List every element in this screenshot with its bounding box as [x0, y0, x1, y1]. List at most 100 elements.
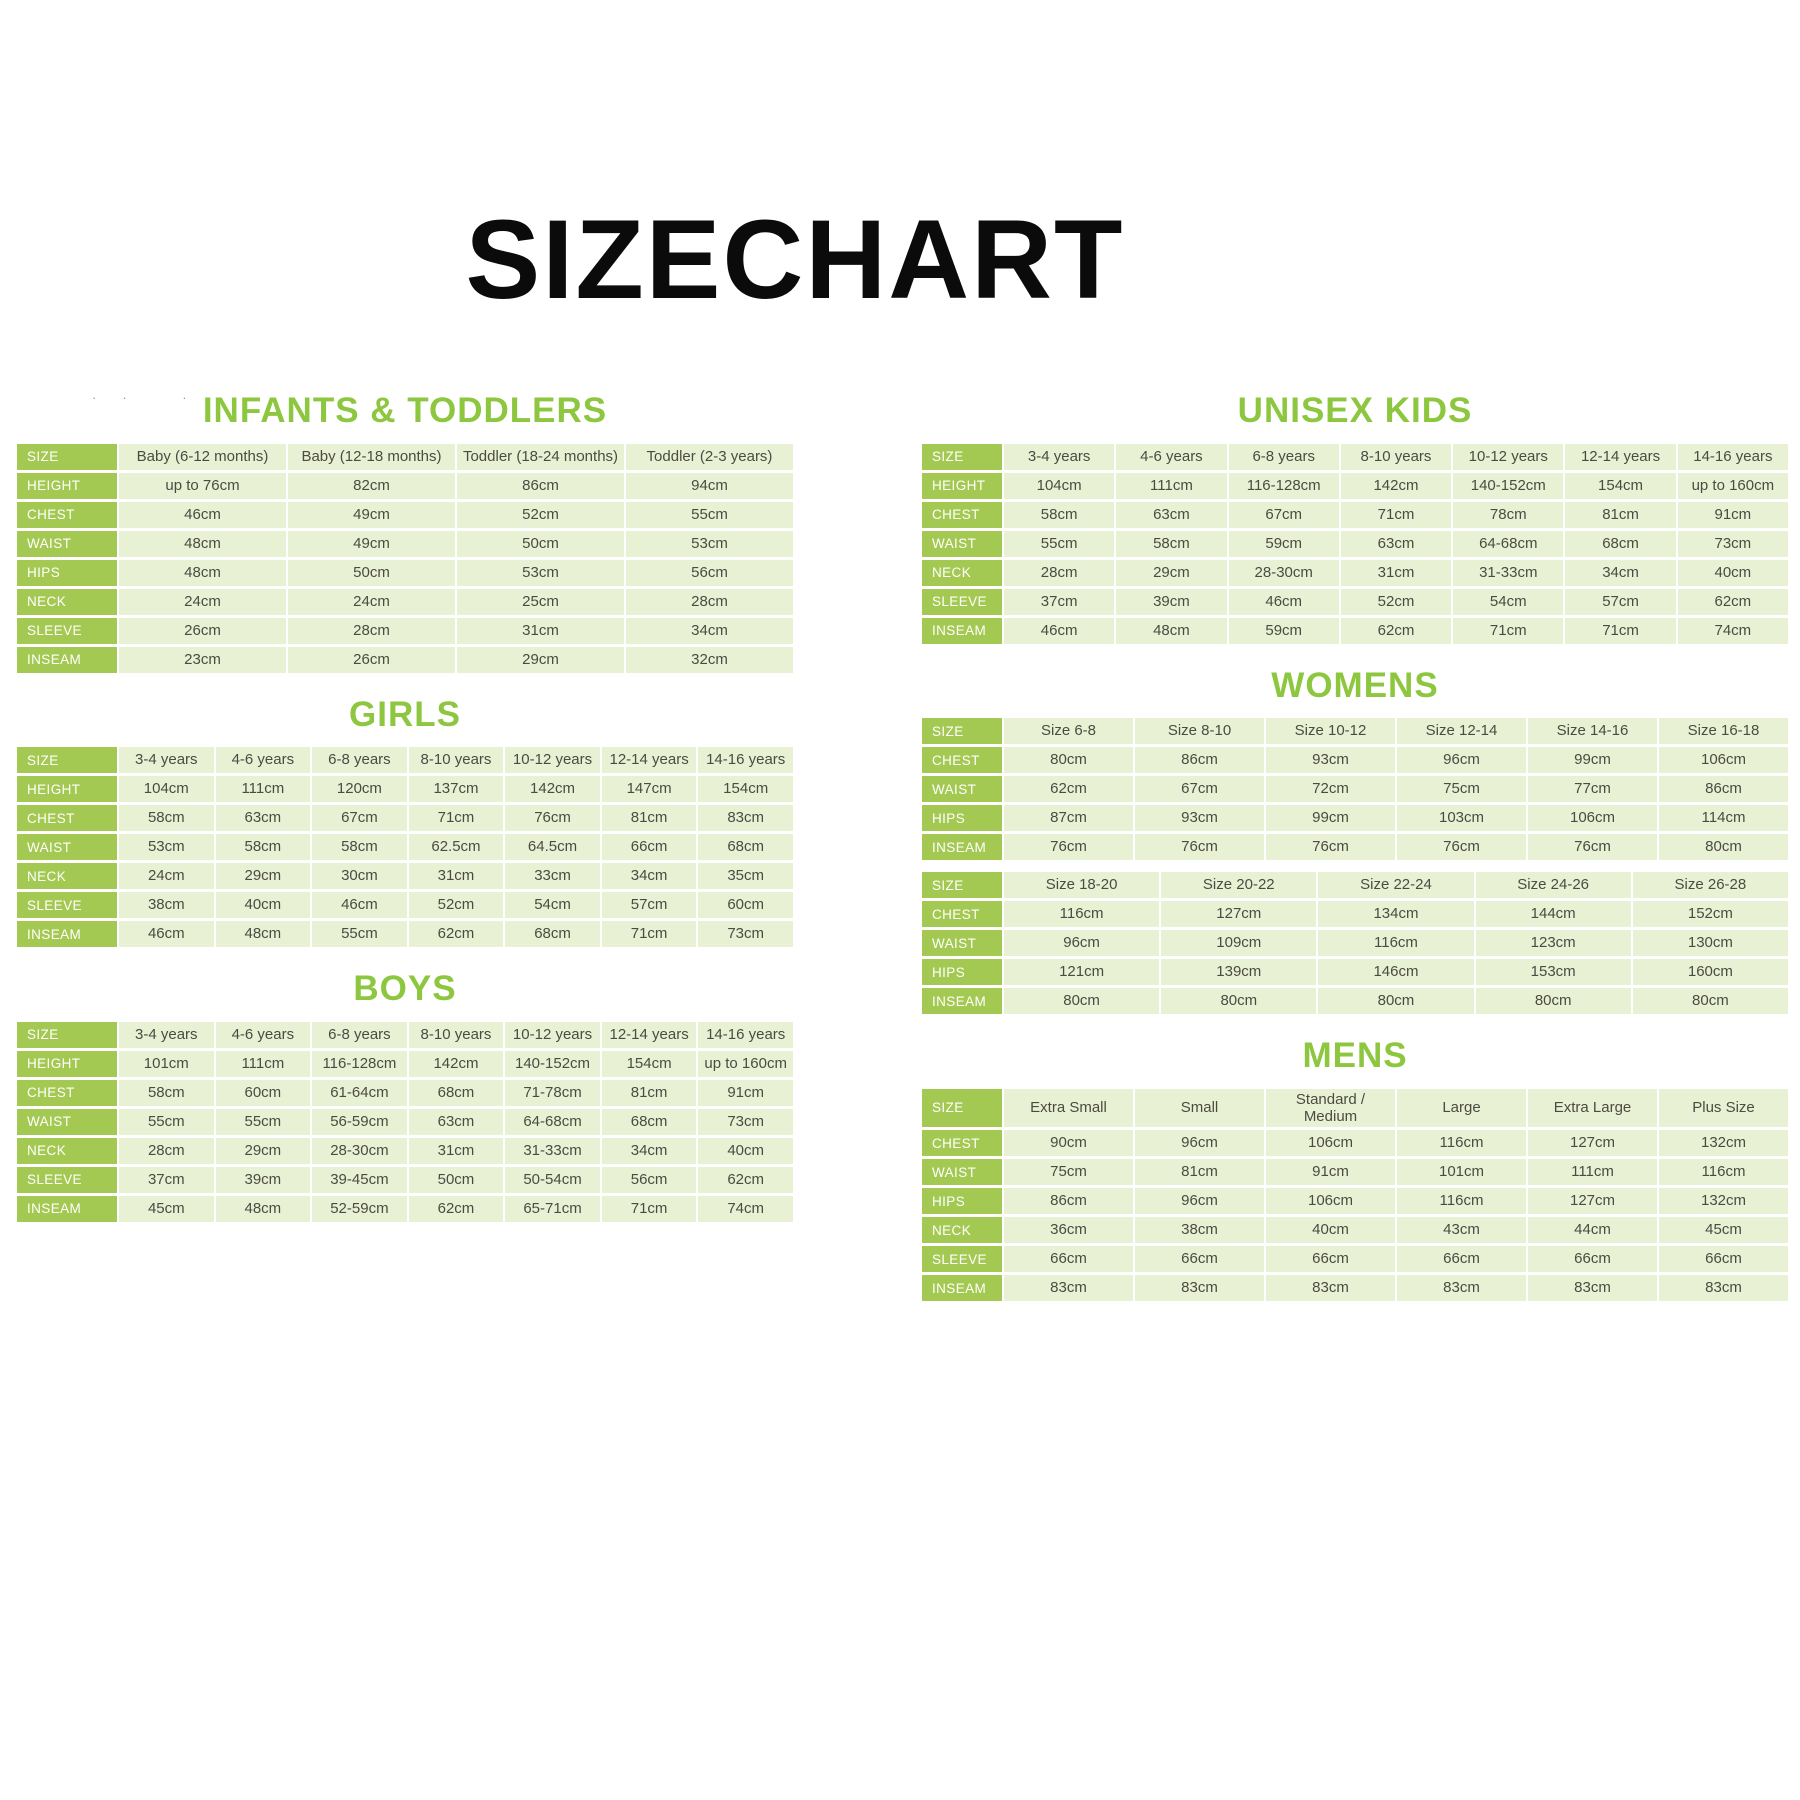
- cell: 160cm: [1632, 959, 1788, 985]
- cell: 35cm: [698, 863, 793, 889]
- cell: 96cm: [1004, 930, 1160, 956]
- row-label: INSEAM: [17, 1195, 117, 1222]
- column-header: Size 12-14: [1397, 718, 1526, 744]
- cell: 31cm: [408, 863, 504, 889]
- cell: 147cm: [601, 776, 697, 802]
- cell: 94cm: [626, 472, 793, 499]
- cell: 90cm: [1004, 1130, 1133, 1156]
- cell: 48cm: [119, 530, 286, 557]
- cell: 123cm: [1475, 930, 1631, 956]
- boys-table-1: SIZE 3-4 years 4-6 years 6-8 years 8-10 year…: [15, 1019, 795, 1225]
- cell: 142cm: [505, 776, 600, 802]
- size-row-label: SIZE: [17, 443, 117, 470]
- cell: 55cm: [312, 921, 407, 947]
- column-header: 8-10 years: [408, 747, 504, 773]
- cell: 45cm: [119, 1195, 214, 1222]
- cell: 67cm: [1135, 776, 1264, 802]
- column-header: Size 20-22: [1161, 872, 1317, 898]
- cell: 96cm: [1135, 1188, 1264, 1214]
- cell: 127cm: [1161, 901, 1317, 927]
- cell: 99cm: [1528, 747, 1657, 773]
- column-header: Size 10-12: [1266, 718, 1395, 744]
- cell: 24cm: [288, 588, 455, 615]
- cell: 121cm: [1004, 959, 1160, 985]
- cell: 55cm: [215, 1108, 311, 1135]
- cell: 44cm: [1528, 1217, 1657, 1243]
- section-boys: BOYS SIZE 3-4 years 4-6 years 6-8 years 8-10 …: [15, 969, 795, 1225]
- column-header: 6-8 years: [1228, 443, 1339, 470]
- cell: 50cm: [457, 530, 624, 557]
- cell: 29cm: [215, 863, 311, 889]
- cell: 71cm: [1565, 617, 1676, 644]
- cell: 91cm: [1677, 501, 1788, 528]
- cell: 36cm: [1004, 1217, 1133, 1243]
- cell: 91cm: [698, 1079, 793, 1106]
- cell: 58cm: [1116, 530, 1227, 557]
- row-label: CHEST: [17, 501, 117, 528]
- cell: 39-45cm: [312, 1166, 407, 1193]
- size-row-label: SIZE: [17, 1021, 117, 1048]
- cell: 64-68cm: [505, 1108, 600, 1135]
- cell: 81cm: [601, 805, 697, 831]
- cell: 80cm: [1004, 747, 1133, 773]
- row-label: CHEST: [922, 747, 1002, 773]
- cell: 71cm: [1340, 501, 1452, 528]
- cell: 139cm: [1161, 959, 1317, 985]
- cell: 68cm: [408, 1079, 504, 1106]
- cell: 76cm: [1266, 834, 1395, 860]
- cell: 55cm: [626, 501, 793, 528]
- cell: 104cm: [1004, 472, 1115, 499]
- cell: 83cm: [698, 805, 793, 831]
- cell: 63cm: [1116, 501, 1227, 528]
- cell: 52-59cm: [312, 1195, 407, 1222]
- row-label: SLEEVE: [922, 588, 1002, 615]
- cell: 37cm: [119, 1166, 214, 1193]
- size-row-label: SIZE: [922, 718, 1002, 744]
- cell: 53cm: [457, 559, 624, 586]
- cell: 86cm: [457, 472, 624, 499]
- cell: 83cm: [1659, 1275, 1788, 1301]
- cell: 116-128cm: [312, 1050, 407, 1077]
- column-header: 4-6 years: [215, 747, 311, 773]
- cell: 91cm: [1266, 1159, 1395, 1185]
- column-header: Small: [1135, 1088, 1264, 1127]
- column-header: Toddler (2-3 years): [626, 443, 793, 470]
- cell: 116cm: [1397, 1130, 1526, 1156]
- cell: 66cm: [1004, 1246, 1133, 1272]
- column-header: 3-4 years: [1004, 443, 1115, 470]
- size-row-label: SIZE: [922, 1088, 1002, 1127]
- column-header: 6-8 years: [312, 1021, 407, 1048]
- cell: 34cm: [601, 1137, 697, 1164]
- cell: 57cm: [1565, 588, 1676, 615]
- cell: 59cm: [1228, 530, 1339, 557]
- cell: 30cm: [312, 863, 407, 889]
- row-label: NECK: [922, 1217, 1002, 1243]
- column-header: Large: [1397, 1088, 1526, 1127]
- cell: 62cm: [408, 921, 504, 947]
- cell: 82cm: [288, 472, 455, 499]
- cell: 59cm: [1228, 617, 1339, 644]
- cell: 80cm: [1632, 988, 1788, 1014]
- column-header: Size 16-18: [1659, 718, 1788, 744]
- cell: 142cm: [1340, 472, 1452, 499]
- cell: 26cm: [288, 646, 455, 673]
- cell: 76cm: [505, 805, 600, 831]
- cell: 93cm: [1135, 805, 1264, 831]
- cell: 116cm: [1004, 901, 1160, 927]
- cell: 142cm: [408, 1050, 504, 1077]
- page-title: SIZECHART: [465, 197, 1125, 322]
- cell: 127cm: [1528, 1188, 1657, 1214]
- column-header: 3-4 years: [119, 1021, 214, 1048]
- row-label: WAIST: [922, 930, 1002, 956]
- cell: 153cm: [1475, 959, 1631, 985]
- cell: 52cm: [1340, 588, 1452, 615]
- cell: 75cm: [1004, 1159, 1133, 1185]
- cell: 56-59cm: [312, 1108, 407, 1135]
- cell: 106cm: [1528, 805, 1657, 831]
- section-mens: MENS SIZE Extra Small Small Standard / Mediu…: [920, 1036, 1790, 1304]
- cell: 23cm: [119, 646, 286, 673]
- left-column: INFANTS & TODDLERS SIZE Baby (6-12 months)…: [15, 391, 795, 1231]
- cell: 96cm: [1135, 1130, 1264, 1156]
- cell: 37cm: [1004, 588, 1115, 615]
- cell: 34cm: [601, 863, 697, 889]
